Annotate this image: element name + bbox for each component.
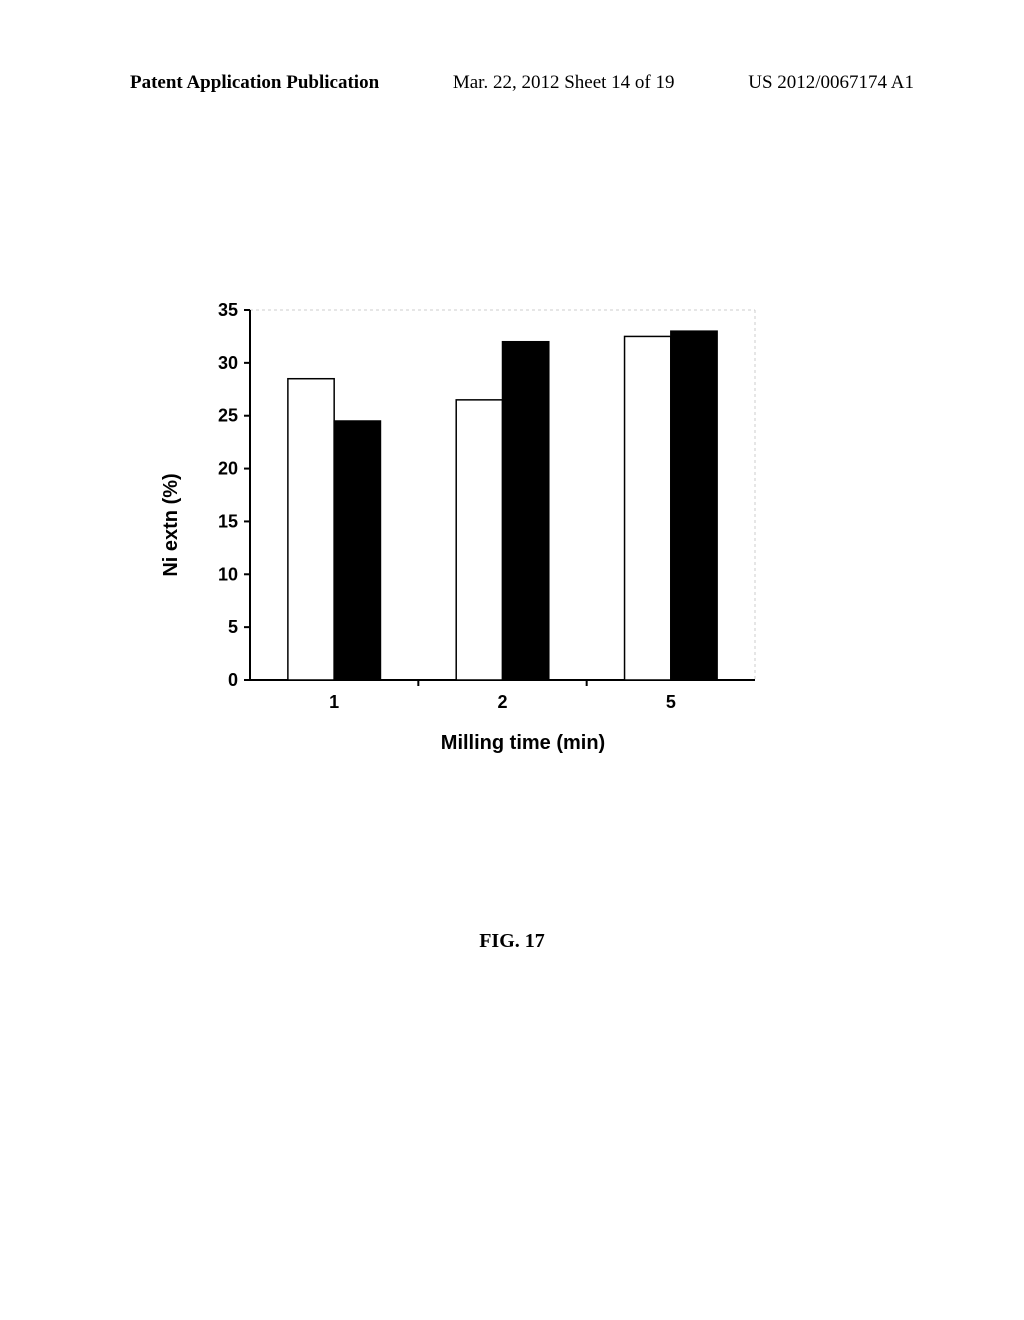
x-axis-label: Milling time (min) (441, 732, 605, 755)
y-tick-label: 10 (218, 564, 238, 584)
bar-series-a (625, 336, 671, 680)
x-tick-label: 1 (329, 692, 339, 712)
bar-series-b (503, 342, 549, 680)
header-date-sheet: Mar. 22, 2012 Sheet 14 of 19 (453, 72, 675, 94)
bar-series-b (334, 421, 380, 680)
y-axis-label: Ni extn (%) (160, 473, 183, 576)
y-tick-label: 35 (218, 300, 238, 320)
y-tick-label: 0 (228, 670, 238, 690)
bar-series-a (456, 400, 502, 680)
figure-caption: FIG. 17 (479, 930, 545, 953)
x-tick-label: 2 (497, 692, 507, 712)
y-tick-label: 30 (218, 353, 238, 373)
y-tick-label: 20 (218, 459, 238, 479)
bar-series-a (288, 379, 334, 680)
header-document-number: US 2012/0067174 A1 (748, 72, 914, 94)
y-tick-label: 5 (228, 617, 238, 637)
bar-series-b (671, 331, 717, 680)
page-header: Patent Application Publication Mar. 22, … (0, 72, 1024, 94)
header-publication-type: Patent Application Publication (130, 72, 379, 94)
bar-chart: Ni extn (%) 05101520253035125 Milling ti… (175, 300, 775, 750)
chart-svg: 05101520253035125 (175, 300, 775, 750)
y-tick-label: 15 (218, 511, 238, 531)
y-tick-label: 25 (218, 406, 238, 426)
x-tick-label: 5 (666, 692, 676, 712)
